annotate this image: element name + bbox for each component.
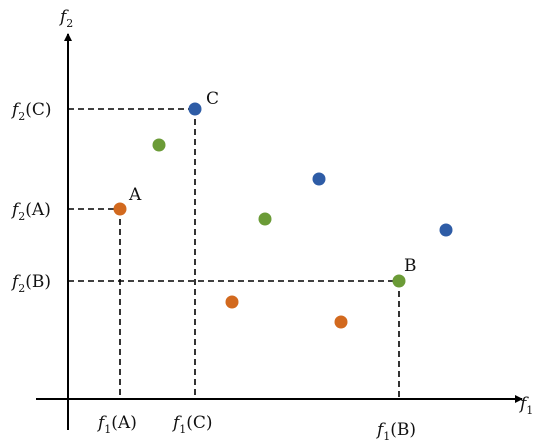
point-orange-1 bbox=[225, 295, 239, 309]
x-tick-label-a: f1(A) bbox=[96, 413, 137, 436]
guide-lines bbox=[68, 108, 400, 399]
point-c-label: C bbox=[206, 89, 219, 109]
point-c bbox=[188, 102, 202, 116]
point-b bbox=[392, 274, 406, 288]
point-green-1 bbox=[152, 138, 166, 152]
point-blue-1 bbox=[312, 172, 326, 186]
y-tick-label-a: f2(A) bbox=[10, 200, 51, 223]
point-blue-2 bbox=[439, 223, 453, 237]
point-green-2 bbox=[258, 212, 272, 226]
x-axis-label: f1 bbox=[518, 394, 533, 417]
y-tick-label-c: f2(C) bbox=[10, 100, 52, 123]
x-tick-label-c: f1(C) bbox=[171, 413, 213, 436]
x-tick-label-b: f1(B) bbox=[375, 420, 416, 443]
point-b-label: B bbox=[404, 256, 417, 276]
point-a-label: A bbox=[128, 185, 142, 205]
point-orange-2 bbox=[334, 315, 348, 329]
y-axis-label: f2 bbox=[58, 7, 73, 30]
point-a bbox=[113, 202, 127, 216]
y-tick-label-b: f2(B) bbox=[10, 272, 51, 295]
